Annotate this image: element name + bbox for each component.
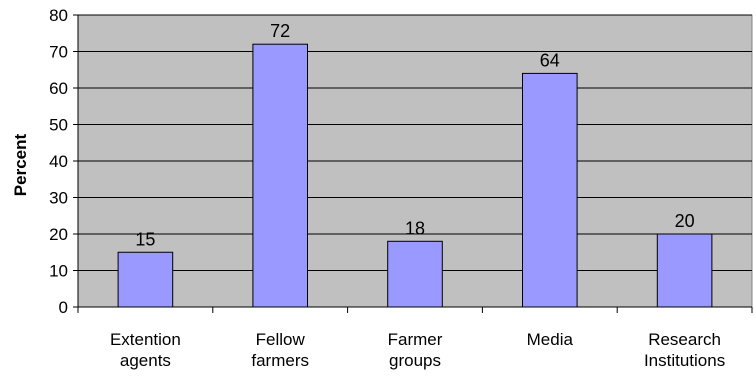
bar <box>117 251 174 308</box>
bar <box>522 72 578 308</box>
y-tick-label: 50 <box>49 116 68 135</box>
y-tick-label: 10 <box>49 262 68 281</box>
data-label: 18 <box>405 218 425 238</box>
x-category-label: Fellow farmers <box>251 330 309 370</box>
y-axis-title: Percent <box>11 133 30 196</box>
data-label: 20 <box>675 211 695 231</box>
x-category-label: Farmer groups <box>388 330 443 370</box>
x-category-label: Media <box>527 330 574 349</box>
bar <box>387 240 443 308</box>
y-tick-label: 30 <box>49 189 68 208</box>
y-tick-label: 70 <box>49 43 68 62</box>
data-label: 15 <box>135 229 155 249</box>
x-category-label: Extention agents <box>110 330 181 370</box>
data-label: 72 <box>270 21 290 41</box>
y-tick-label: 0 <box>59 298 68 317</box>
y-tick-label: 40 <box>49 152 68 171</box>
y-tick-label: 80 <box>49 6 68 25</box>
bar <box>252 43 308 308</box>
y-tick-label: 20 <box>49 225 68 244</box>
data-label: 64 <box>540 50 560 70</box>
y-tick-label: 60 <box>49 79 68 98</box>
x-category-label: Research Institutions <box>644 330 725 370</box>
bar <box>656 233 713 308</box>
